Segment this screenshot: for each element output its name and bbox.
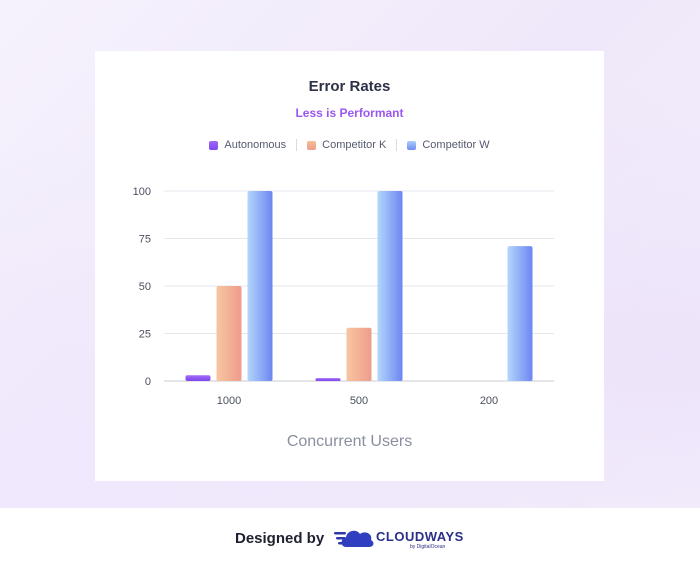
legend-label-competitor-w: Competitor W [422,139,490,151]
bar-autonomous-500 [315,378,341,381]
designed-by-label: Designed by [235,530,325,547]
legend-item-competitor-k: Competitor K [297,139,396,151]
cloud-icon [334,530,374,547]
x-ticks: 1000 500 200 [217,395,498,407]
brand-subtitle: by DigitalOcean [410,544,446,550]
y-tick-label: 0 [145,376,151,388]
bar-autonomous-1000 [185,375,211,381]
y-tick-label: 75 [139,234,151,246]
bar-competitor-w-1000 [247,191,273,381]
legend-label-competitor-k: Competitor K [322,139,387,151]
chart-title: Error Rates [308,78,391,95]
bar-competitor-k-1000 [216,286,242,381]
x-tick-label: 500 [350,395,368,407]
bar-chart: 0 25 50 75 100 1000 500 200 Concurrent Users [133,186,554,450]
legend-swatch-competitor-w [407,140,417,150]
legend-item-autonomous: Autonomous [199,139,296,151]
y-tick-label: 25 [139,329,151,341]
y-grid: 0 25 50 75 100 [133,186,554,388]
footer: Designed by CLOUDWAYS by DigitalOcean [0,508,700,568]
legend-swatch-autonomous [209,140,219,150]
legend-divider [396,139,398,151]
chart-subtitle: Less is Performant [295,106,404,120]
bars [185,191,533,381]
chart-legend: Autonomous Competitor K Competitor W [95,139,604,151]
legend-label-autonomous: Autonomous [224,139,287,151]
legend-divider [296,139,298,151]
legend-swatch-competitor-k [307,140,317,150]
x-axis-label: Concurrent Users [287,433,412,450]
bar-competitor-w-200 [507,246,533,381]
bar-competitor-w-500 [377,191,403,381]
legend-item-competitor-w: Competitor W [397,139,499,151]
x-tick-label: 1000 [217,395,241,407]
chart-card: Error Rates Less is Performant Autonomou… [95,51,604,481]
bar-competitor-k-500 [346,327,372,381]
y-tick-label: 100 [133,186,151,198]
y-tick-label: 50 [139,281,151,293]
brand-name: CLOUDWAYS [376,529,464,544]
x-tick-label: 200 [480,395,498,407]
